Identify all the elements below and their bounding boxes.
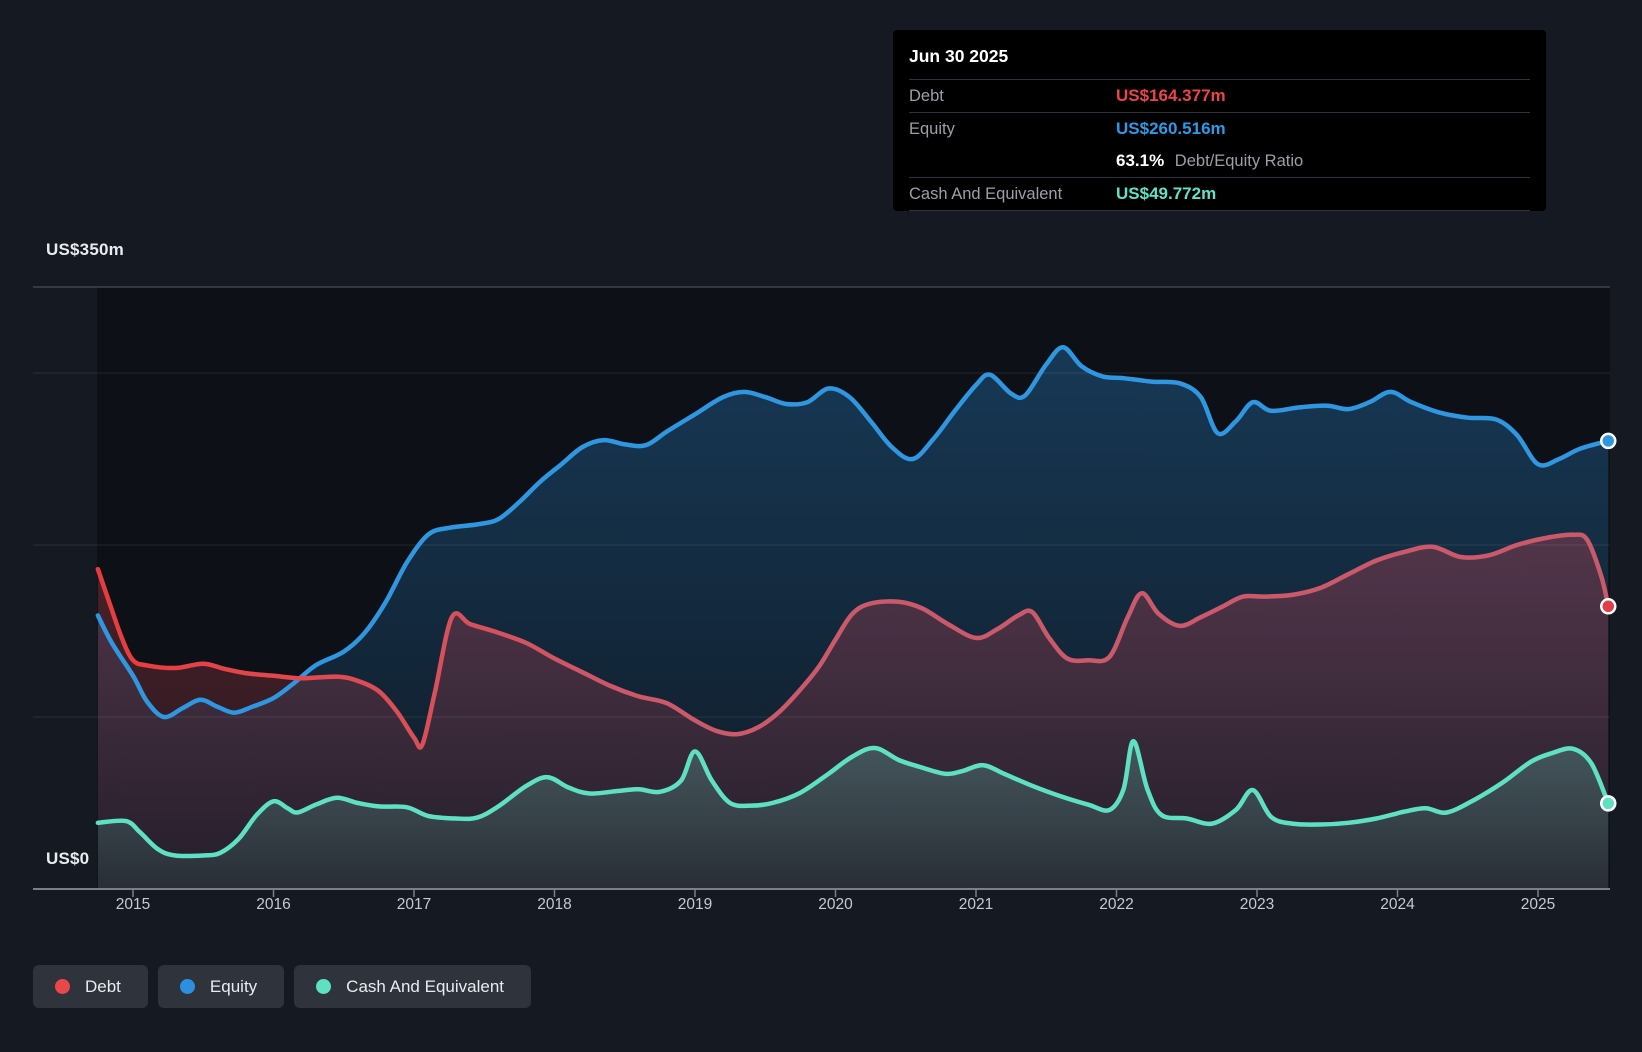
legend-item-equity[interactable]: Equity (157, 965, 285, 1008)
x-tick-label: 2021 (958, 896, 994, 913)
y-axis-max-label: US$350m (46, 240, 124, 259)
x-tick-label: 2018 (537, 896, 572, 913)
tooltip-debt-value: US$164.377m (1116, 86, 1226, 105)
cash-and-equivalent-line[interactable] (95, 738, 1611, 859)
cash-and-equivalent-area (97, 741, 1609, 889)
equity-line[interactable] (95, 344, 1611, 720)
x-tick-label: 2017 (396, 896, 432, 913)
debt-end-marker[interactable] (1600, 598, 1617, 615)
x-tick-label: 2023 (1239, 896, 1275, 913)
tooltip-cash-row: Cash And Equivalent US$49.772m (909, 178, 1530, 211)
tooltip-cash-value: US$49.772m (1116, 184, 1217, 203)
tooltip-equity-label: Equity (909, 119, 955, 138)
debt-area (97, 534, 1609, 889)
x-tick-label: 2016 (256, 896, 291, 913)
tooltip-ratio-row: 63.1% Debt/Equity Ratio (909, 145, 1530, 178)
y-axis-zero-label: US$0 (46, 849, 90, 868)
cash-and-equivalent-end-marker[interactable] (1600, 795, 1617, 812)
legend-item-label: Debt (85, 976, 121, 996)
equity-series-dot-icon (179, 979, 195, 994)
tooltip-debt-row: Debt US$164.377m (909, 80, 1530, 113)
tooltip-date: Jun 30 2025 (909, 30, 1530, 80)
tooltip-cash-label: Cash And Equivalent (909, 184, 1063, 203)
tooltip-debt-label: Debt (909, 86, 944, 105)
x-tick-label: 2019 (677, 896, 713, 913)
x-tick-label: 2020 (818, 896, 853, 913)
tooltip-equity-row: Equity US$260.516m (909, 113, 1530, 145)
x-tick-label: 2015 (115, 896, 151, 913)
x-tick-label: 2025 (1520, 896, 1556, 913)
tooltip-equity-value: US$260.516m (1116, 119, 1226, 138)
chart-tooltip: Jun 30 2025 Debt US$164.377m Equity US$2… (893, 30, 1546, 211)
tooltip-ratio-label: Debt/Equity Ratio (1174, 152, 1304, 170)
chart-legend: Debt Equity Cash And Equivalent (33, 965, 532, 1008)
x-tick-label: 2022 (1099, 896, 1134, 913)
tooltip-ratio-value: 63.1% (1116, 151, 1165, 170)
legend-item-label: Equity (209, 976, 258, 996)
x-tick-label: 2024 (1380, 896, 1415, 913)
legend-item-cash[interactable]: Cash And Equivalent (294, 965, 532, 1008)
cash-series-dot-icon (316, 979, 332, 994)
debt-line[interactable] (95, 532, 1611, 750)
equity-end-marker[interactable] (1600, 432, 1617, 450)
debt-series-dot-icon (55, 979, 70, 994)
legend-item-debt[interactable]: Debt (33, 965, 148, 1008)
legend-item-label: Cash And Equivalent (346, 976, 505, 996)
